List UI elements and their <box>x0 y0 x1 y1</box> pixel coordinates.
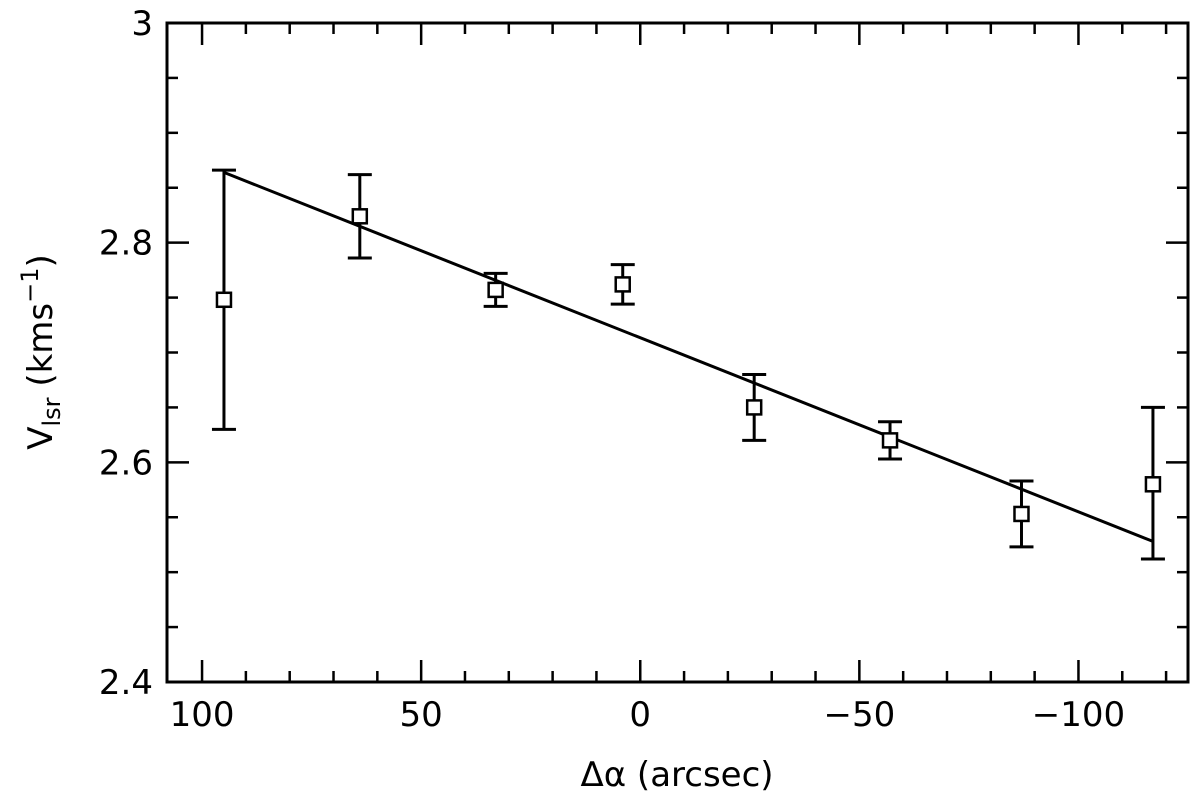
data-point <box>211 168 236 431</box>
data-point <box>610 263 635 306</box>
x-tick-label: 50 <box>400 695 443 735</box>
x-tick-label: −50 <box>823 695 895 735</box>
fit-line <box>223 170 1154 543</box>
square-marker <box>351 208 369 225</box>
x-tick-label: −100 <box>1032 695 1125 735</box>
x-axis-ticks <box>200 23 1168 682</box>
square-marker <box>1144 476 1162 493</box>
square-marker <box>745 399 763 416</box>
y-axis-label: Vlsr (kms−1) <box>16 254 66 450</box>
data-point <box>1140 405 1165 561</box>
fit-line-group <box>223 170 1154 543</box>
y-axis-label-unit-sup: −1 <box>16 267 44 302</box>
data-point <box>878 420 903 461</box>
square-marker <box>215 291 233 309</box>
y-tick-label: 2.8 <box>99 224 153 264</box>
y-axis-label-sub: lsr <box>38 397 66 426</box>
square-marker <box>1013 505 1030 523</box>
x-tick-label: 0 <box>629 695 651 735</box>
y-axis-ticks <box>167 21 1188 684</box>
y-axis-label-unit-close: ) <box>21 254 61 267</box>
data-point <box>1009 479 1034 549</box>
data-point <box>347 173 372 260</box>
x-axis-tick-labels: 100 50 0 −50 −100 <box>170 695 1126 735</box>
square-marker <box>881 432 899 449</box>
y-tick-label: 2.6 <box>99 443 153 483</box>
x-axis-label: Δα (arcsec) <box>580 755 773 795</box>
square-marker <box>614 276 631 293</box>
y-tick-label: 2.4 <box>99 663 153 703</box>
data-point <box>742 372 767 442</box>
y-axis-label-main: V <box>21 427 61 450</box>
y-axis-tick-labels: 2.4 2.6 2.8 3 <box>99 4 153 703</box>
data-point <box>483 271 508 308</box>
y-tick-label: 3 <box>131 4 153 44</box>
square-marker <box>487 281 504 299</box>
x-tick-label: 100 <box>170 695 235 735</box>
data-points <box>211 168 1165 561</box>
y-axis-label-unit-open: (kms <box>21 303 61 398</box>
